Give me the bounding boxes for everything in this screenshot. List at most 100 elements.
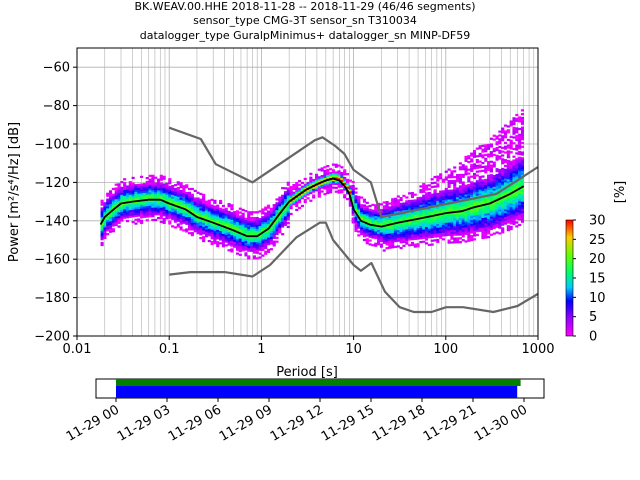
psd-cell bbox=[506, 181, 510, 184]
psd-cell bbox=[103, 221, 107, 224]
psd-cell bbox=[447, 176, 451, 179]
psd-cell bbox=[436, 215, 440, 219]
psd-cell bbox=[137, 183, 141, 186]
psd-cell bbox=[436, 217, 440, 221]
psd-cell bbox=[261, 248, 265, 251]
psd-cell bbox=[134, 207, 138, 210]
psd-cell bbox=[439, 227, 443, 230]
psd-cell bbox=[512, 203, 516, 206]
psd-cell bbox=[241, 214, 245, 217]
psd-cell bbox=[472, 224, 477, 228]
psd-cell bbox=[492, 186, 496, 189]
psd-cell bbox=[487, 163, 491, 166]
psd-cell bbox=[481, 200, 485, 203]
psd-cell bbox=[399, 237, 403, 240]
psd-cell bbox=[498, 140, 502, 143]
psd-cell bbox=[100, 243, 104, 247]
psd-cell bbox=[391, 211, 395, 214]
psd-cell bbox=[230, 204, 234, 207]
psd-cell bbox=[515, 184, 519, 188]
psd-cell bbox=[137, 208, 141, 211]
psd-cell bbox=[182, 229, 186, 232]
psd-cell bbox=[368, 208, 372, 211]
psd-cell bbox=[478, 160, 482, 163]
psd-cell bbox=[419, 206, 423, 209]
psd-cell bbox=[487, 224, 491, 227]
psd-cell bbox=[199, 202, 203, 205]
psd-cell bbox=[176, 211, 180, 215]
psd-cell bbox=[489, 183, 493, 186]
psd-cell bbox=[402, 208, 406, 211]
psd-cell bbox=[447, 181, 451, 185]
psd-cell bbox=[250, 236, 254, 239]
psd-cell bbox=[309, 178, 313, 181]
psd-cell bbox=[385, 243, 389, 246]
psd-cell bbox=[377, 237, 381, 240]
psd-cell bbox=[501, 146, 505, 149]
psd-cell bbox=[433, 222, 437, 225]
psd-cell bbox=[362, 233, 367, 236]
psd-cell bbox=[185, 186, 189, 189]
psd-cell bbox=[512, 119, 516, 122]
psd-cell bbox=[199, 233, 203, 236]
psd-cell bbox=[503, 168, 508, 171]
psd-cell bbox=[515, 165, 519, 168]
psd-cell bbox=[461, 206, 465, 209]
psd-cell bbox=[453, 170, 457, 173]
psd-cell bbox=[213, 220, 217, 224]
psd-cell bbox=[518, 139, 522, 142]
psd-cell bbox=[295, 183, 299, 187]
psd-cell bbox=[509, 222, 513, 225]
psd-cell bbox=[168, 206, 172, 210]
psd-cell bbox=[258, 241, 262, 244]
psd-cell bbox=[278, 215, 282, 218]
psd-cell bbox=[317, 178, 321, 181]
psd-cell bbox=[134, 218, 138, 221]
psd-cell bbox=[354, 224, 358, 227]
psd-cell bbox=[461, 196, 465, 200]
psd-cell bbox=[368, 214, 372, 217]
coverage-tick-label: 11-29 00 bbox=[64, 402, 122, 444]
psd-cell bbox=[295, 187, 299, 190]
colorbar-tick-label: 20 bbox=[589, 252, 606, 267]
psd-cell bbox=[360, 217, 364, 220]
psd-cell bbox=[472, 174, 477, 178]
psd-cell bbox=[419, 219, 423, 223]
psd-cell bbox=[484, 213, 488, 216]
psd-cell bbox=[410, 230, 414, 233]
psd-cell bbox=[312, 186, 316, 189]
psd-cell bbox=[424, 228, 429, 232]
psd-cell bbox=[461, 221, 465, 225]
psd-cell bbox=[410, 224, 414, 227]
psd-cell bbox=[114, 216, 118, 219]
psd-cell bbox=[100, 203, 104, 206]
colorbar-tick-label: 5 bbox=[589, 310, 597, 325]
psd-cell bbox=[306, 191, 310, 194]
psd-cell bbox=[120, 196, 124, 199]
psd-cell bbox=[368, 222, 372, 225]
psd-cell bbox=[444, 222, 448, 225]
psd-cell bbox=[156, 207, 161, 210]
psd-cell bbox=[185, 207, 189, 210]
psd-cell bbox=[405, 204, 409, 207]
psd-cell bbox=[509, 195, 513, 198]
psd-cell bbox=[430, 216, 434, 219]
psd-cell bbox=[402, 223, 406, 226]
psd-cell bbox=[382, 226, 386, 229]
psd-cell bbox=[518, 206, 522, 209]
psd-cell bbox=[168, 189, 172, 192]
psd-cell bbox=[461, 239, 465, 242]
psd-cell bbox=[379, 235, 383, 239]
psd-cell bbox=[489, 164, 493, 167]
psd-cell bbox=[492, 196, 496, 199]
psd-cell bbox=[393, 218, 398, 222]
psd-cell bbox=[478, 170, 482, 173]
psd-cell bbox=[182, 217, 186, 221]
psd-cell bbox=[458, 204, 462, 207]
psd-cell bbox=[255, 236, 259, 239]
psd-cell bbox=[156, 192, 161, 195]
psd-cell bbox=[453, 218, 457, 221]
psd-cell bbox=[142, 183, 146, 186]
psd-cell bbox=[408, 192, 412, 195]
